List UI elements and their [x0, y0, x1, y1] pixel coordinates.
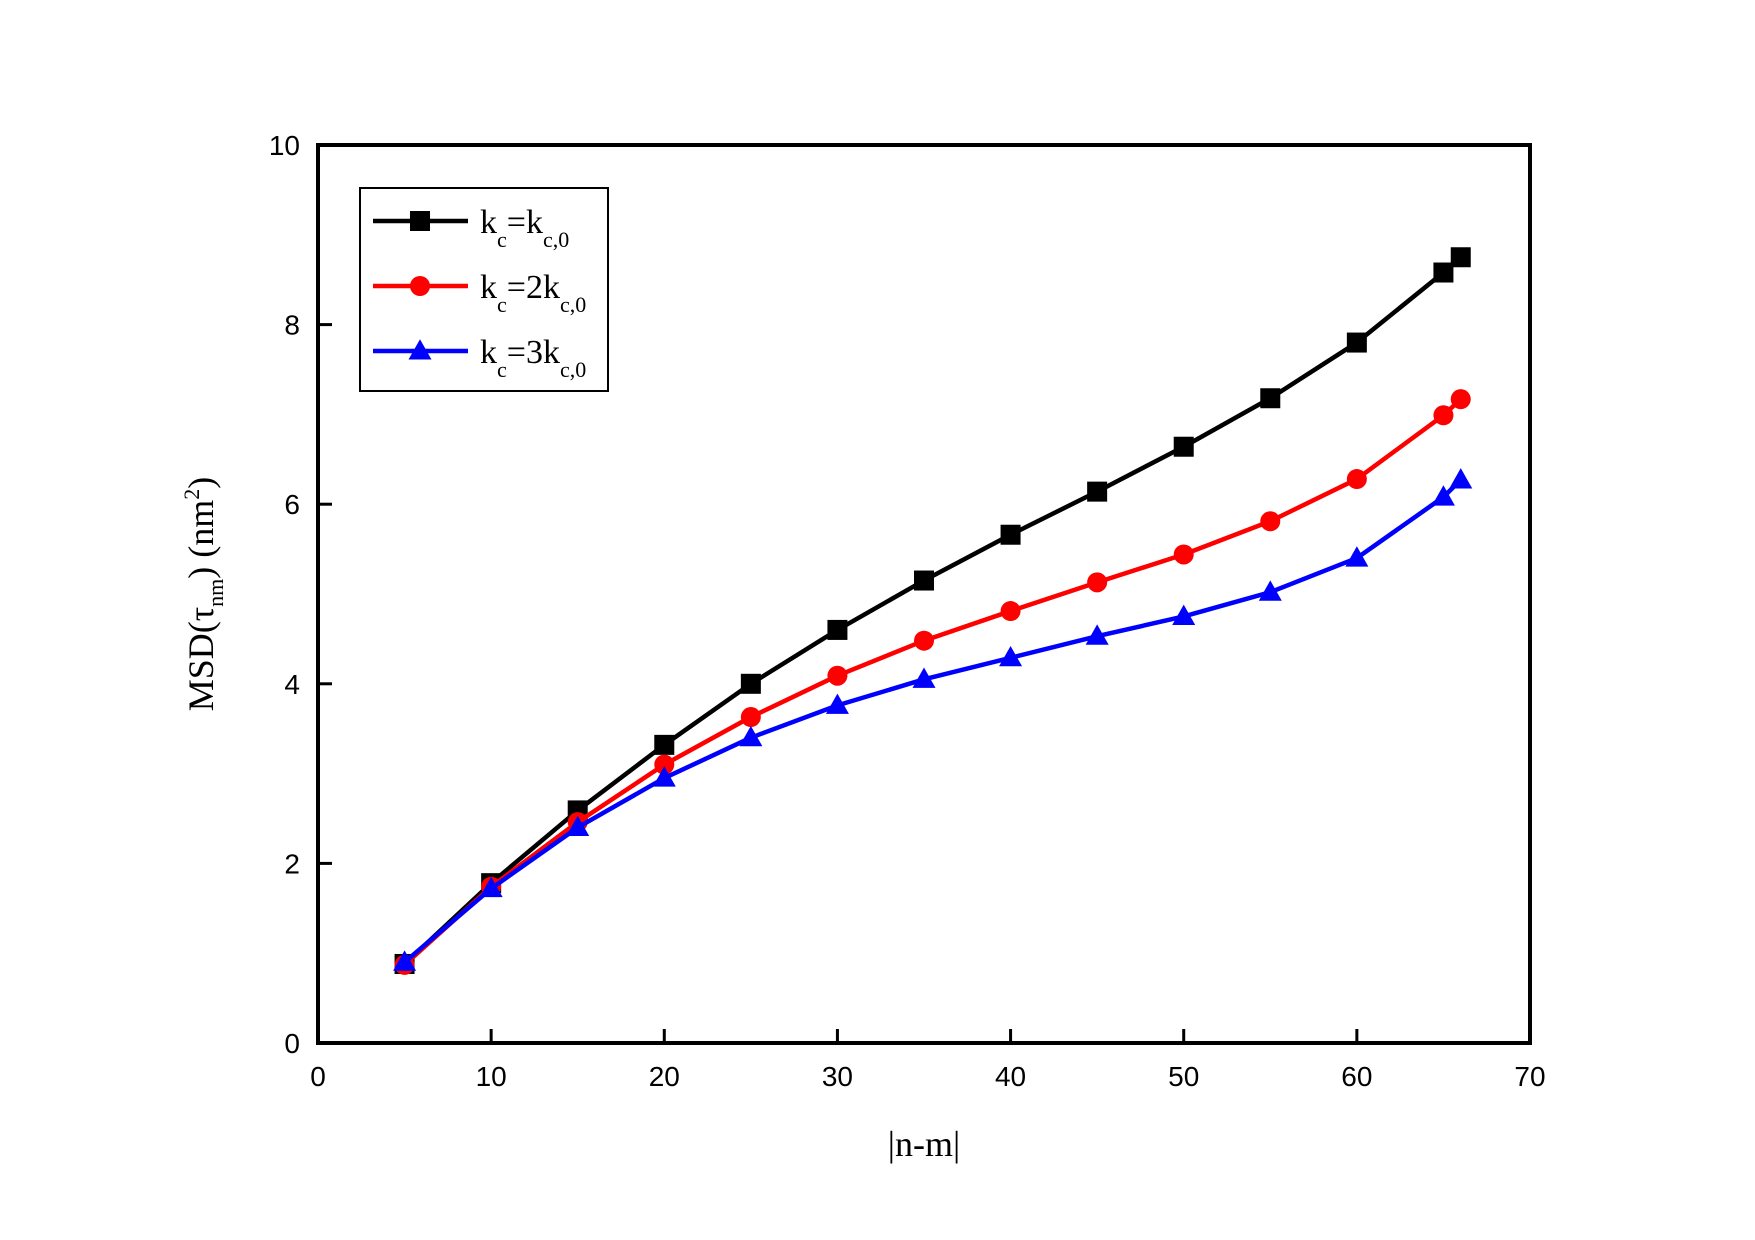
legend-subscript: c [497, 292, 507, 317]
data-point [1087, 481, 1108, 502]
plot-frame [316, 143, 1532, 1045]
series-2 [394, 389, 1471, 975]
legend: kc=kc,0kc=2kc,0kc=3kc,0 [359, 187, 609, 392]
series-line [403, 397, 1463, 967]
data-point [654, 754, 675, 775]
legend-text-part: =2k [507, 269, 560, 306]
x-tick-label: 10 [476, 1061, 507, 1092]
data-point [914, 630, 934, 651]
data-point [1173, 436, 1194, 457]
legend-marker [408, 339, 432, 360]
x-tick-label: 60 [1341, 1061, 1372, 1092]
x-tick-label: 40 [995, 1061, 1026, 1092]
axis-ticks: 0 10 20 30 40 50 60 70 0 2 4 6 8 10 [269, 130, 1546, 1092]
data-point [652, 766, 676, 787]
data-point [999, 645, 1023, 667]
x-tick-label: 70 [1514, 1061, 1545, 1092]
data-point [1431, 485, 1455, 506]
legend-text-part: k [480, 334, 497, 371]
legend-subscript: c [497, 357, 507, 382]
data-point [1260, 511, 1281, 532]
x-tick-label: 20 [649, 1061, 680, 1092]
data-point [1258, 580, 1282, 601]
data-point [825, 693, 849, 714]
x-tick-label: 30 [822, 1061, 853, 1092]
y-tick-label: 8 [284, 310, 300, 341]
data-point [740, 673, 761, 694]
data-point [479, 876, 503, 898]
series-line [403, 478, 1463, 964]
x-axis-title: |n-m| [888, 1124, 960, 1164]
legend-marker [410, 276, 430, 296]
y-tick-label: 0 [284, 1028, 300, 1059]
data-point [1260, 388, 1281, 409]
data-point [827, 665, 848, 686]
y-axis-title: MSD(τnm) (nm2) [179, 477, 228, 712]
series-1 [394, 247, 1471, 974]
data-point [739, 725, 763, 747]
data-point [1000, 601, 1021, 622]
plot-marks [393, 247, 1473, 975]
y-tick-label: 2 [284, 848, 300, 879]
data-point [1433, 262, 1454, 283]
data-point [654, 734, 675, 755]
y-axis-title-unit: ) (nm [181, 500, 221, 579]
data-point [1346, 332, 1367, 353]
data-point [1173, 544, 1194, 565]
legend-entry: kc=3kc,0 [373, 334, 586, 382]
data-point [912, 667, 936, 688]
data-point [1087, 572, 1108, 593]
series-line [403, 255, 1463, 966]
legend-label: kc=3kc,0 [480, 334, 586, 382]
y-axis-title-main: MSD(τ [181, 607, 221, 711]
legend-entry: kc=kc,0 [373, 204, 569, 252]
y-tick-label: 6 [284, 489, 300, 520]
legend-subscript: c [497, 227, 507, 252]
legend-label: kc=2kc,0 [480, 269, 586, 317]
legend-marker [410, 211, 430, 231]
data-point [740, 707, 761, 728]
legend-text-part: k [480, 269, 497, 306]
series-3 [393, 468, 1473, 971]
legend-subscript: c,0 [560, 357, 586, 382]
legend-subscript: c,0 [560, 292, 586, 317]
data-point [1345, 546, 1369, 567]
data-point [1450, 389, 1471, 410]
data-point [1085, 624, 1109, 645]
data-point [914, 570, 934, 591]
data-point [1449, 468, 1473, 489]
data-point [827, 619, 848, 640]
x-tick-label: 50 [1168, 1061, 1199, 1092]
x-tick-label: 0 [310, 1061, 326, 1092]
data-point [393, 950, 417, 971]
legend-text-part: =k [507, 204, 543, 241]
legend-entry: kc=2kc,0 [373, 269, 586, 317]
legend-text-part: k [480, 204, 497, 241]
data-point [1433, 405, 1454, 426]
data-point [1346, 469, 1367, 490]
data-point [1000, 524, 1021, 545]
data-point [1450, 247, 1471, 268]
y-axis-title-superscript: 2 [179, 489, 204, 500]
y-tick-label: 4 [284, 669, 300, 700]
legend-label: kc=kc,0 [480, 204, 569, 252]
y-axis-title-close: ) [181, 477, 221, 489]
y-axis-title-subscript: nm [203, 579, 228, 607]
legend-text-part: =3k [507, 334, 560, 371]
data-point [1172, 604, 1196, 625]
legend-subscript: c,0 [543, 227, 569, 252]
data-point [566, 815, 590, 837]
y-tick-label: 10 [269, 130, 300, 161]
